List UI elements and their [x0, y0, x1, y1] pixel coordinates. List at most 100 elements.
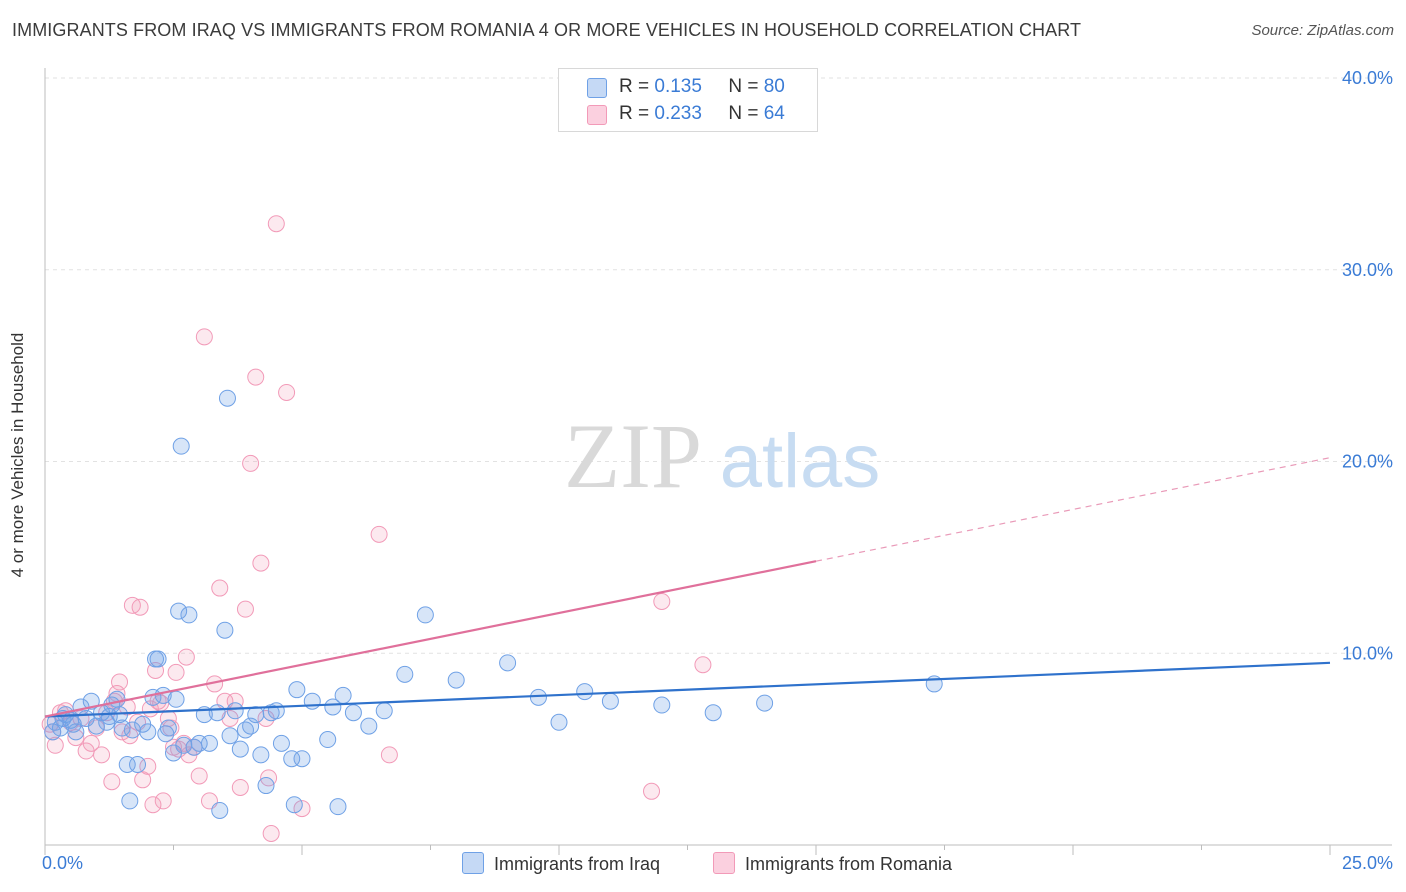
point-romania [154, 792, 172, 810]
point-iraq [272, 734, 290, 752]
x-tick-label-max: 25.0% [1342, 853, 1393, 873]
point-iraq [576, 683, 594, 701]
point-iraq [87, 717, 105, 735]
point-iraq [221, 727, 239, 745]
n-label: N = [728, 103, 759, 124]
point-romania [111, 673, 129, 691]
point-romania [643, 782, 661, 800]
point-iraq [149, 650, 167, 668]
trend-line-dashed [815, 457, 1331, 562]
point-iraq [252, 746, 270, 764]
x-tick-label-min: 0.0% [42, 853, 83, 873]
r-value-iraq: 0.135 [654, 76, 702, 97]
romania-swatch [587, 105, 607, 125]
point-romania [252, 554, 270, 572]
chart-title: IMMIGRANTS FROM IRAQ VS IMMIGRANTS FROM … [12, 20, 1082, 40]
point-iraq [329, 798, 347, 816]
point-iraq [44, 723, 62, 741]
point-iraq [200, 734, 218, 752]
point-iraq [653, 696, 671, 714]
point-romania [247, 368, 265, 386]
point-romania [144, 796, 162, 814]
point-iraq [64, 715, 82, 733]
point-iraq [601, 692, 619, 710]
point-iraq [226, 702, 244, 720]
point-iraq [172, 437, 190, 455]
correlation-legend: R = 0.135 N = 80 R = 0.233 N = 64 [558, 68, 818, 132]
source-label: Source: ZipAtlas.com [1251, 22, 1394, 39]
points-romania [41, 215, 712, 842]
iraq-legend-swatch [462, 852, 484, 874]
point-iraq [756, 694, 774, 712]
point-romania [278, 383, 296, 401]
point-iraq [100, 708, 118, 726]
point-iraq [344, 704, 362, 722]
point-iraq [82, 692, 100, 710]
gridlines [45, 77, 1392, 654]
point-romania [293, 800, 311, 818]
point-romania [653, 592, 671, 610]
y-tick-label: 40.0% [1342, 68, 1393, 88]
point-iraq [288, 681, 306, 699]
point-iraq [499, 654, 517, 672]
legend-label-iraq: Immigrants from Iraq [494, 854, 661, 874]
legend-item-romania: Immigrants from Romania [713, 852, 952, 875]
point-romania [167, 663, 185, 681]
trend-line-solid [44, 560, 817, 718]
point-iraq [334, 686, 352, 704]
point-iraq [159, 719, 177, 737]
watermark-zip: ZIP [564, 405, 702, 507]
point-iraq [550, 713, 568, 731]
watermark: ZIP atlas [564, 405, 880, 507]
n-value-iraq: 80 [763, 76, 785, 97]
point-romania [262, 824, 280, 842]
point-iraq [167, 690, 185, 708]
n-label: N = [728, 76, 759, 97]
point-romania [103, 773, 121, 791]
point-romania [242, 454, 260, 472]
r-label: R = [619, 76, 650, 97]
y-axis-label: 4 or more Vehicles in Household [8, 332, 27, 578]
point-romania [195, 328, 213, 346]
point-romania [211, 579, 229, 597]
point-iraq [283, 750, 301, 768]
point-iraq [447, 671, 465, 689]
point-iraq [257, 777, 275, 795]
point-romania [82, 734, 100, 752]
point-iraq [416, 606, 434, 624]
iraq-swatch [587, 78, 607, 98]
point-iraq [360, 717, 378, 735]
point-iraq [285, 796, 303, 814]
point-romania [236, 600, 254, 618]
romania-legend-swatch [713, 852, 735, 874]
point-iraq [118, 755, 136, 773]
point-romania [177, 648, 195, 666]
r-label: R = [619, 103, 650, 124]
point-romania [93, 746, 111, 764]
point-romania [131, 598, 149, 616]
trend-lines [44, 457, 1331, 718]
point-romania [370, 525, 388, 543]
point-romania [267, 215, 285, 233]
point-iraq [231, 740, 249, 758]
point-iraq [303, 692, 321, 710]
y-tick-label: 20.0% [1342, 452, 1393, 472]
point-iraq [293, 750, 311, 768]
point-iraq [319, 731, 337, 749]
point-romania [134, 771, 152, 789]
point-romania [380, 746, 398, 764]
point-romania [46, 736, 64, 754]
point-iraq [267, 702, 285, 720]
point-romania [694, 656, 712, 674]
point-iraq [139, 723, 157, 741]
point-iraq [190, 734, 208, 752]
point-iraq [121, 792, 139, 810]
r-value-romania: 0.233 [654, 103, 702, 124]
point-iraq [180, 606, 198, 624]
legend-item-iraq: Immigrants from Iraq [462, 852, 660, 875]
point-romania [231, 778, 249, 796]
point-romania [190, 767, 208, 785]
point-iraq [218, 389, 236, 407]
point-iraq [324, 698, 342, 716]
